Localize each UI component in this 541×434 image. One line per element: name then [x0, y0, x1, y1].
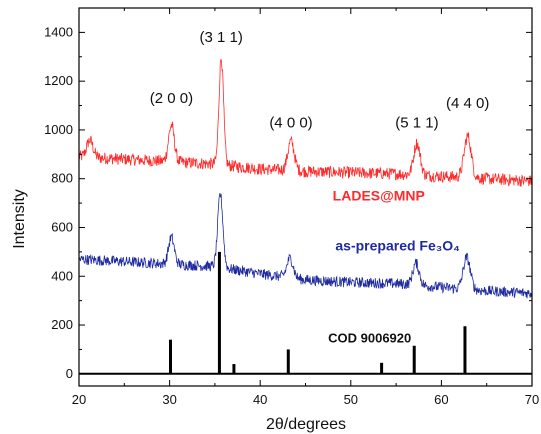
miller-index-label-1: (3 1 1) [200, 29, 243, 46]
miller-index-label-0: (2 0 0) [150, 90, 193, 107]
y-tick-label-1: 200 [51, 317, 73, 332]
series-label-2: COD 9006920 [328, 331, 411, 346]
x-axis-title: 2θ/degrees [266, 416, 346, 433]
y-tick-label-6: 1200 [44, 73, 73, 88]
plot-area: 20 30 40 50 60 70 0 200 400 600 800 1000 1200 1400 (2 … [44, 7, 539, 407]
x-tick-label-2: 40 [253, 392, 267, 407]
y-tick-label-7: 1400 [44, 24, 73, 39]
x-tick-label-1: 30 [162, 392, 176, 407]
y-tick-label-5: 1000 [44, 122, 73, 137]
series-line-0 [78, 59, 533, 187]
y-axis-title: Intensity [11, 189, 28, 249]
y-tick-label-3: 600 [51, 219, 73, 234]
y-tick-label-4: 800 [51, 171, 73, 186]
x-tick-label-4: 60 [434, 392, 448, 407]
miller-index-label-2: (4 0 0) [269, 114, 312, 131]
series-label-1: as-prepared Fe₃O₄ [335, 238, 459, 254]
x-tick-label-5: 70 [525, 392, 539, 407]
x-tick-label-0: 20 [72, 392, 86, 407]
y-tick-label-0: 0 [66, 366, 73, 381]
series-label-0: LADES@MNP [333, 188, 425, 204]
miller-index-label-3: (5 1 1) [395, 114, 438, 131]
x-tick-label-3: 50 [344, 392, 358, 407]
miller-index-label-4: (4 4 0) [446, 95, 489, 112]
y-tick-label-2: 400 [51, 268, 73, 283]
series-line-1 [78, 193, 533, 299]
